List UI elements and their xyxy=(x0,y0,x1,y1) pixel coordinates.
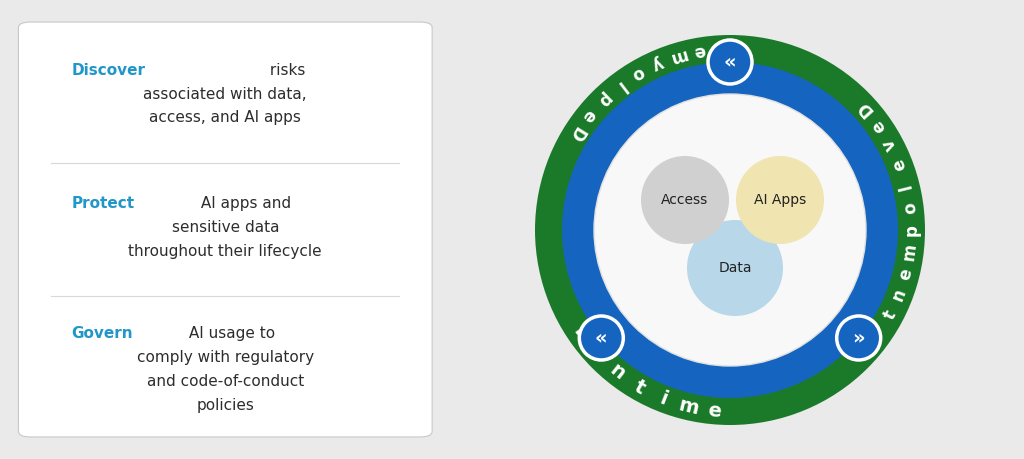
Text: o: o xyxy=(900,201,920,215)
Text: Discover: Discover xyxy=(72,63,145,78)
Circle shape xyxy=(687,220,783,316)
Text: D: D xyxy=(565,123,588,145)
Circle shape xyxy=(594,94,866,366)
Circle shape xyxy=(837,316,881,360)
Text: m: m xyxy=(676,395,700,418)
Text: y: y xyxy=(649,53,666,74)
Text: e: e xyxy=(896,266,916,282)
Circle shape xyxy=(562,62,898,398)
Text: i: i xyxy=(656,389,670,409)
Text: m: m xyxy=(667,45,689,67)
Text: t: t xyxy=(631,377,648,398)
Circle shape xyxy=(708,40,752,84)
Text: policies: policies xyxy=(197,398,254,413)
Text: throughout their lifecycle: throughout their lifecycle xyxy=(128,244,323,258)
Circle shape xyxy=(535,35,925,425)
Text: m: m xyxy=(900,242,921,262)
Text: AI usage to: AI usage to xyxy=(184,326,275,341)
Text: n: n xyxy=(606,361,629,384)
Text: e: e xyxy=(692,41,707,61)
Text: o: o xyxy=(629,63,647,84)
Text: «: « xyxy=(595,329,607,347)
Text: D: D xyxy=(854,97,877,120)
Text: e: e xyxy=(889,157,910,174)
Text: e: e xyxy=(868,116,889,136)
Text: risks: risks xyxy=(265,63,305,78)
Text: e: e xyxy=(707,401,722,421)
Text: Data: Data xyxy=(718,261,752,275)
Text: n: n xyxy=(889,286,910,304)
Circle shape xyxy=(580,316,624,360)
Text: u: u xyxy=(587,343,609,366)
Text: Govern: Govern xyxy=(72,326,133,341)
Text: AI Apps: AI Apps xyxy=(754,193,806,207)
Text: associated with data,: associated with data, xyxy=(143,87,307,101)
Text: Access: Access xyxy=(662,193,709,207)
Text: AI apps and: AI apps and xyxy=(197,196,291,211)
FancyBboxPatch shape xyxy=(18,22,432,437)
Text: sensitive data: sensitive data xyxy=(172,220,279,235)
Text: R: R xyxy=(569,323,593,346)
Text: »: » xyxy=(852,329,865,347)
Text: t: t xyxy=(881,308,900,323)
Text: v: v xyxy=(880,136,901,154)
Text: comply with regulatory: comply with regulatory xyxy=(137,350,313,365)
Text: l: l xyxy=(897,181,915,191)
Text: p: p xyxy=(593,90,614,111)
Text: n: n xyxy=(715,39,727,58)
Text: l: l xyxy=(612,77,628,95)
Text: access, and AI apps: access, and AI apps xyxy=(150,111,301,125)
Circle shape xyxy=(641,156,729,244)
Text: and code-of-conduct: and code-of-conduct xyxy=(146,374,304,389)
Text: e: e xyxy=(579,106,599,126)
Text: t: t xyxy=(738,39,748,58)
Circle shape xyxy=(736,156,824,244)
Text: «: « xyxy=(724,52,736,72)
Text: p: p xyxy=(902,224,921,236)
Text: Protect: Protect xyxy=(72,196,135,211)
